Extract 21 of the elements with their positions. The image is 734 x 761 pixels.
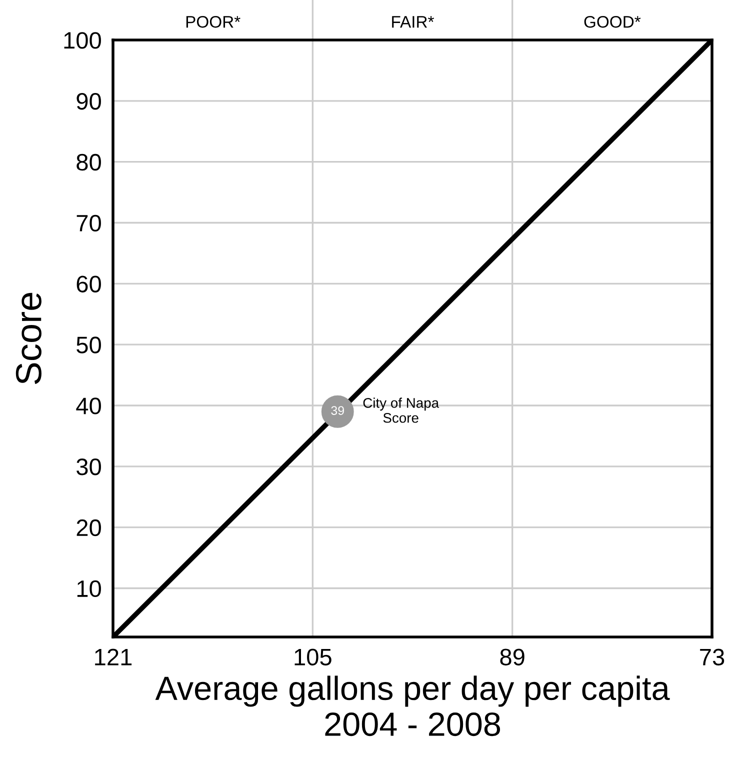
y-axis-title: Score: [16, 292, 42, 384]
y-tick-label: 40: [76, 398, 101, 414]
y-tick-label: 60: [76, 276, 101, 292]
y-tick-label: 90: [76, 92, 101, 110]
text: POOR*: [186, 16, 240, 28]
x-tick-label: 121: [95, 648, 132, 666]
x-tick-label: 105: [294, 648, 332, 666]
x-axis-title: Average gallons per day per capita 2004 - 2008: [155, 676, 670, 736]
y-tick-label: 80: [76, 154, 101, 171]
data-label: 39: [331, 406, 344, 415]
y-tick-label: 10: [77, 580, 101, 598]
y-tick-label: 70: [76, 214, 101, 232]
annotation: City of Napa Score: [363, 398, 440, 423]
text: FAIR*: [392, 16, 434, 28]
y-tick-label: 30: [76, 458, 101, 476]
y-tick-label: 100: [64, 32, 101, 49]
y-tick-label: 50: [76, 336, 101, 354]
x-tick-label: 73: [700, 648, 724, 666]
x-tick-label: 89: [500, 648, 524, 666]
y-tick-label: 20: [76, 519, 101, 536]
text: GOOD*: [584, 16, 641, 28]
